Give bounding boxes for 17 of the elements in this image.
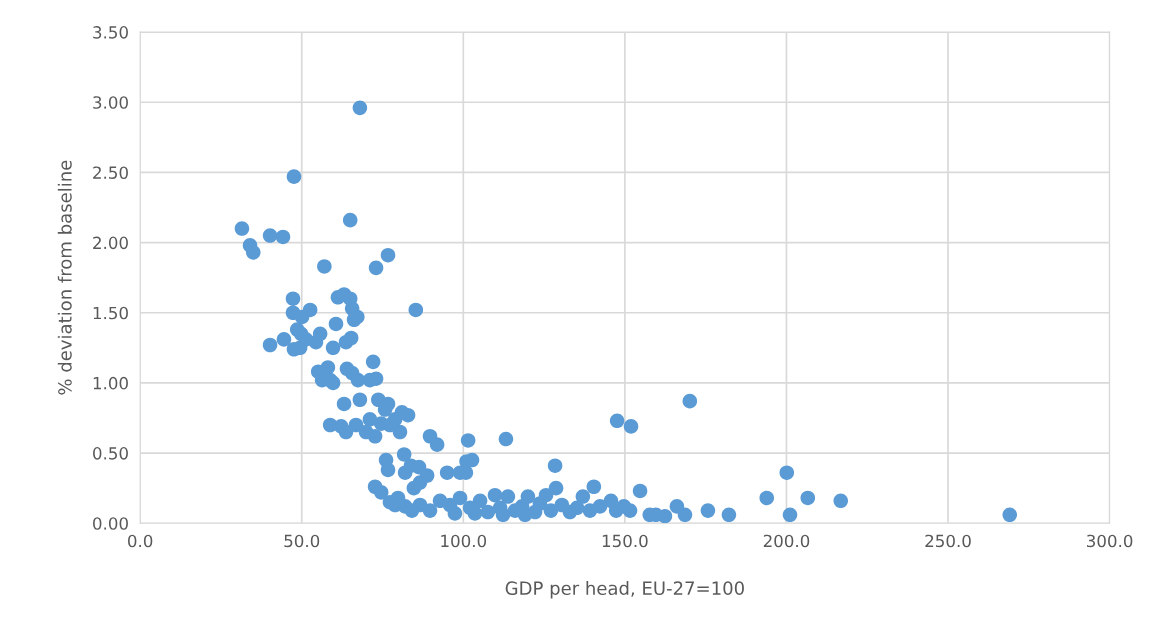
y-tick-label: 2.00 [93, 236, 128, 250]
y-tick-label: 3.50 [93, 26, 128, 39]
y-tick-label: 1.50 [93, 306, 128, 320]
x-axis-title: GDP per head, EU-27=100 [505, 581, 744, 599]
y-tick-label: 0.00 [93, 517, 128, 530]
x-tick-label: 50.0 [284, 534, 320, 548]
y-tick-label: 2.50 [93, 166, 128, 179]
x-tick-label: 0.0 [128, 534, 153, 548]
x-tick-label: 150.0 [602, 534, 648, 548]
y-tick-label: 1.00 [93, 376, 128, 390]
y-tick-label: 0.50 [93, 447, 128, 460]
x-tick-label: 250.0 [925, 534, 971, 548]
x-tick-label: 200.0 [763, 534, 810, 548]
y-tick-label: 3.00 [93, 96, 128, 109]
x-tick-label: 300.0 [1087, 534, 1133, 548]
x-tick-label: 100.0 [441, 534, 487, 548]
y-axis-title: % deviation from baseline [57, 160, 72, 395]
